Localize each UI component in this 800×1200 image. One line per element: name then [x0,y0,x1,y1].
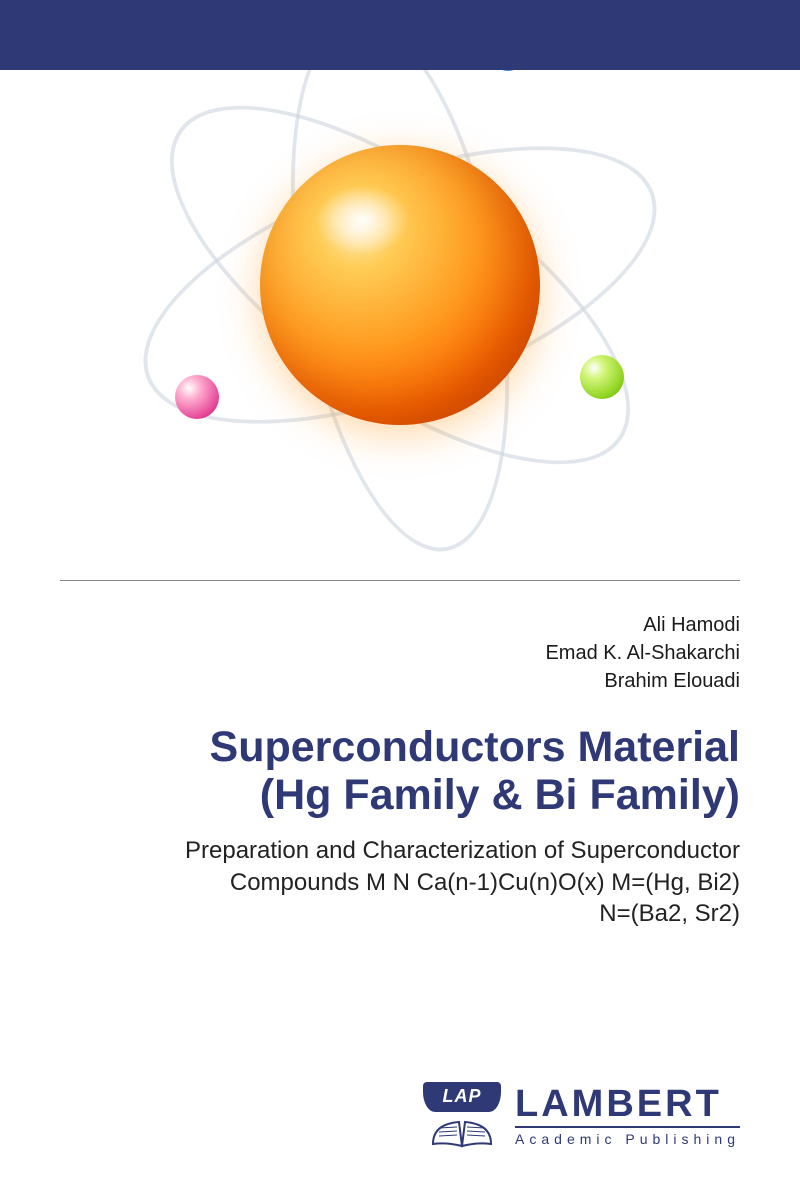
publisher-name: LAMBERT [515,1085,740,1123]
top-brand-bar [0,0,800,70]
author-name: Emad K. Al-Shakarchi [60,639,740,667]
cover-illustration [0,70,800,580]
publisher-tagline: Academic Publishing [515,1131,740,1147]
subtitle-line: N=(Ba2, Sr2) [60,898,740,929]
author-name: Ali Hamodi [60,611,740,639]
title-line: (Hg Family & Bi Family) [60,771,740,819]
author-list: Ali Hamodi Emad K. Al-Shakarchi Brahim E… [60,611,740,695]
title-line: Superconductors Material [60,723,740,771]
publisher-logo: LAP [423,1082,501,1150]
cover-text-block: Ali Hamodi Emad K. Al-Shakarchi Brahim E… [0,581,800,929]
subtitle-line: Preparation and Characterization of Supe… [60,835,740,866]
book-subtitle: Preparation and Characterization of Supe… [60,835,740,929]
nucleus-sphere [260,145,540,425]
atom-model [120,70,680,565]
subtitle-line: Compounds M N Ca(n-1)Cu(n)O(x) M=(Hg, Bi… [60,867,740,898]
book-title: Superconductors Material (Hg Family & Bi… [60,723,740,819]
author-name: Brahim Elouadi [60,667,740,695]
electron-green [580,355,624,399]
electron-blue [490,70,526,71]
electron-pink [175,375,219,419]
logo-banner-text: LAP [423,1082,501,1112]
open-book-icon [431,1114,493,1150]
publisher-text: LAMBERT Academic Publishing [515,1085,740,1147]
publisher-underline [515,1126,740,1128]
publisher-block: LAP LAMBERT Academic Publishing [423,1082,740,1150]
